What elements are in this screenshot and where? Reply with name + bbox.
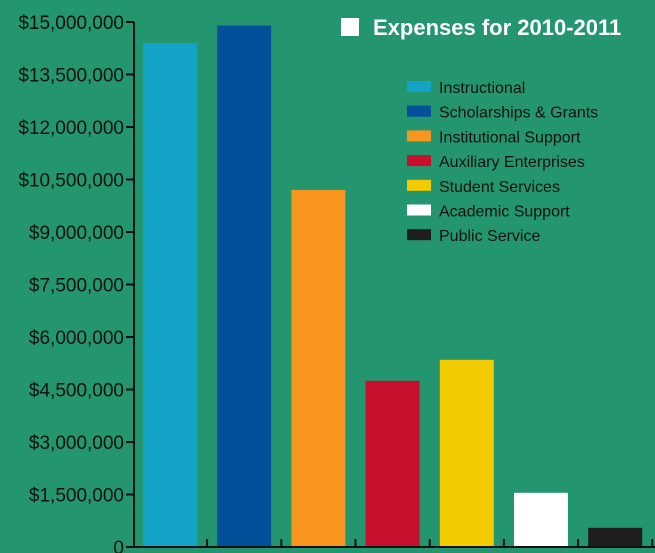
y-tick-labels: 0 $1,500,000 $3,000,000 $4,500,000 $6,000,00… (18, 13, 124, 553)
legend-label-5: Student Services (439, 179, 560, 196)
bar-5 (439, 359, 494, 548)
bar-2 (217, 25, 272, 547)
y-tick-label: $9,000,000 (29, 223, 124, 244)
y-tick-label: $4,500,000 (29, 381, 124, 402)
y-tick-label: 0 (113, 538, 124, 553)
bars-group (143, 25, 643, 548)
legend-swatch-5 (407, 179, 431, 191)
legend-swatch-1 (407, 81, 431, 92)
legend-label-7: Public Service (439, 228, 540, 245)
legend-label-4: Auxiliary Enterprises (439, 154, 585, 171)
legend-swatch-7 (407, 229, 431, 241)
axes-group (126, 21, 655, 548)
y-tick-label: $3,000,000 (29, 433, 124, 454)
y-tick-label: $10,500,000 (18, 171, 124, 192)
y-tick-label: $15,000,000 (18, 13, 124, 34)
legend-swatch-4 (407, 155, 431, 167)
chart-title: Expenses for 2010-2011 (373, 15, 621, 40)
legend-label-6: Academic Support (439, 204, 570, 221)
bar-1 (143, 43, 197, 547)
title-square-icon (341, 18, 359, 36)
bar-6 (514, 492, 568, 548)
chart-title-group: Expenses for 2010-2011 (341, 15, 621, 40)
y-tick-label: $13,500,000 (18, 66, 124, 87)
legend-swatch-3 (407, 130, 431, 142)
legend-label-2: Scholarships & Grants (439, 105, 598, 122)
bar-3 (291, 190, 346, 547)
bar-7 (588, 527, 643, 548)
y-tick-label: $12,000,000 (18, 118, 124, 139)
legend: Instructional Scholarships & Grants Instit… (407, 80, 598, 245)
bar-4 (365, 380, 420, 548)
legend-label-3: Institutional Support (439, 129, 581, 146)
y-tick-label: $6,000,000 (29, 328, 124, 349)
y-tick-label: $7,500,000 (29, 276, 124, 297)
legend-swatch-6 (407, 204, 431, 216)
legend-label-1: Instructional (439, 80, 525, 97)
y-tick-label: $1,500,000 (29, 486, 124, 507)
legend-swatch-2 (407, 105, 431, 117)
